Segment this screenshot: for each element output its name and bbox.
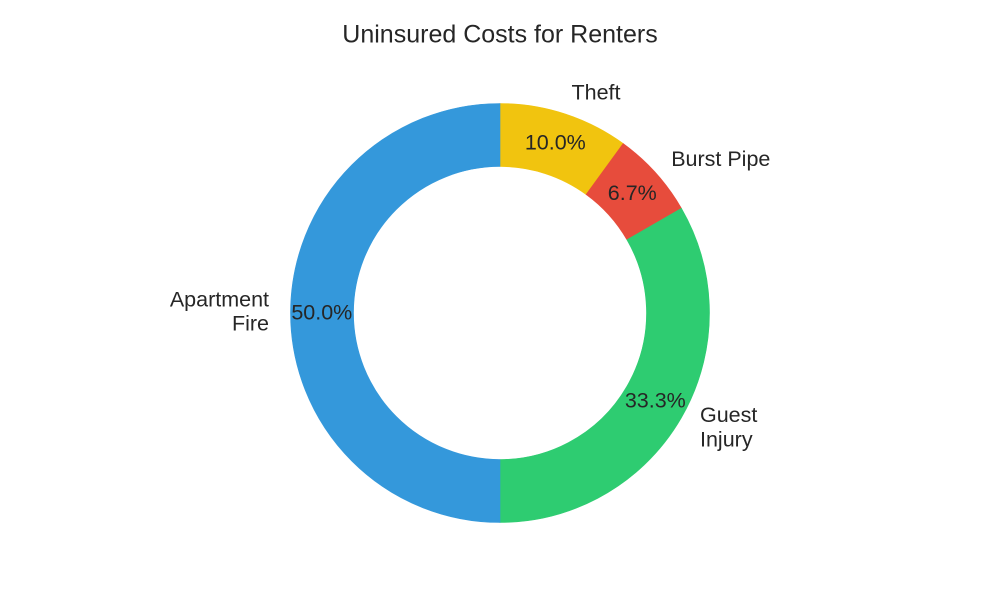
- svg-text:50.0%: 50.0%: [291, 300, 352, 324]
- svg-text:Uninsured Costs for Renters: Uninsured Costs for Renters: [342, 21, 657, 49]
- svg-text:Theft: Theft: [572, 81, 621, 105]
- svg-text:10.0%: 10.0%: [525, 130, 586, 154]
- svg-text:Apartment: Apartment: [170, 288, 269, 312]
- svg-text:Burst Pipe: Burst Pipe: [671, 147, 770, 171]
- svg-text:6.7%: 6.7%: [608, 181, 657, 205]
- svg-text:Guest: Guest: [700, 403, 757, 427]
- svg-text:Injury: Injury: [700, 428, 753, 452]
- svg-text:33.3%: 33.3%: [625, 389, 686, 413]
- svg-text:Fire: Fire: [232, 311, 269, 335]
